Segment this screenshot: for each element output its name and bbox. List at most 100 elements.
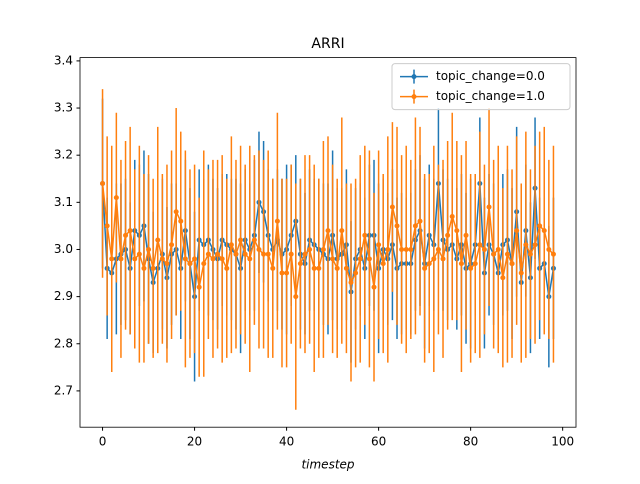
x-tick-label: 0: [99, 435, 107, 449]
marker: [233, 251, 239, 257]
marker: [325, 228, 331, 234]
marker: [518, 270, 524, 276]
marker: [495, 246, 501, 252]
marker: [104, 223, 110, 229]
marker: [371, 284, 377, 290]
marker: [408, 246, 414, 252]
marker: [380, 261, 386, 267]
marker: [431, 256, 437, 262]
y-tick-label: 2.7: [54, 383, 73, 397]
marker: [247, 256, 253, 262]
legend: topic_change=0.0 topic_change=1.0: [391, 63, 571, 111]
x-tick-label: 40: [279, 435, 294, 449]
marker: [440, 256, 446, 262]
marker: [123, 232, 129, 238]
marker: [366, 256, 372, 262]
marker: [527, 251, 533, 257]
marker: [219, 256, 225, 262]
legend-box: [391, 63, 571, 111]
marker: [481, 246, 487, 252]
marker: [132, 256, 138, 262]
marker: [182, 256, 188, 262]
marker: [100, 180, 106, 186]
marker: [293, 294, 299, 300]
marker: [546, 246, 552, 252]
marker: [463, 232, 469, 238]
marker: [196, 284, 202, 290]
marker: [486, 204, 492, 210]
marker: [362, 232, 368, 238]
marker: [302, 251, 308, 257]
marker: [514, 228, 520, 234]
x-tick-label: 80: [463, 435, 478, 449]
y-tick-label: 3.4: [54, 53, 73, 67]
marker: [426, 261, 432, 267]
axes-frame: [79, 57, 577, 428]
marker: [141, 265, 147, 271]
y-tick-label: 2.9: [54, 289, 73, 303]
marker: [228, 242, 234, 248]
marker: [251, 237, 257, 243]
marker: [376, 242, 382, 248]
marker: [537, 223, 543, 229]
marker: [155, 237, 161, 243]
marker: [242, 251, 248, 257]
x-axis-label: timestep: [301, 458, 354, 472]
marker: [403, 246, 409, 252]
marker: [343, 265, 349, 271]
legend-label: topic_change=0.0: [436, 69, 545, 83]
marker: [477, 242, 483, 248]
marker: [468, 265, 474, 271]
marker: [399, 246, 405, 252]
legend-marker: [411, 74, 417, 80]
y-tick-label: 2.8: [54, 336, 73, 350]
marker: [394, 223, 400, 229]
marker: [532, 242, 538, 248]
y-tick-label: 3.2: [54, 148, 73, 162]
marker: [320, 246, 326, 252]
y-tick-label: 3.0: [54, 242, 73, 256]
marker: [330, 256, 336, 262]
chart-title: ARRI: [311, 36, 344, 52]
marker: [261, 251, 267, 257]
marker: [113, 195, 119, 201]
marker: [458, 261, 464, 267]
marker: [205, 251, 211, 257]
marker: [550, 251, 556, 257]
series: [100, 89, 556, 410]
marker: [274, 218, 280, 224]
marker: [169, 242, 175, 248]
marker: [509, 261, 515, 267]
marker: [339, 228, 345, 234]
marker: [150, 265, 156, 271]
marker: [422, 265, 428, 271]
marker: [316, 265, 322, 271]
marker: [215, 251, 221, 257]
marker: [334, 265, 340, 271]
marker: [136, 251, 142, 257]
marker: [224, 265, 230, 271]
x-tick-label: 100: [551, 435, 574, 449]
marker: [210, 256, 216, 262]
marker: [353, 270, 359, 276]
marker: [348, 279, 354, 285]
marker: [389, 204, 395, 210]
marker: [523, 242, 529, 248]
y-tick-label: 3.1: [54, 195, 73, 209]
marker: [500, 275, 506, 281]
marker: [265, 251, 271, 257]
marker: [412, 223, 418, 229]
marker: [435, 246, 441, 252]
legend-marker: [411, 94, 417, 100]
marker: [385, 246, 391, 252]
marker: [491, 251, 497, 257]
marker: [187, 261, 193, 267]
marker: [270, 265, 276, 271]
marker: [445, 232, 451, 238]
x-tick-label: 60: [371, 435, 386, 449]
marker: [311, 265, 317, 271]
marker: [178, 218, 184, 224]
marker: [417, 218, 423, 224]
marker: [297, 261, 303, 267]
